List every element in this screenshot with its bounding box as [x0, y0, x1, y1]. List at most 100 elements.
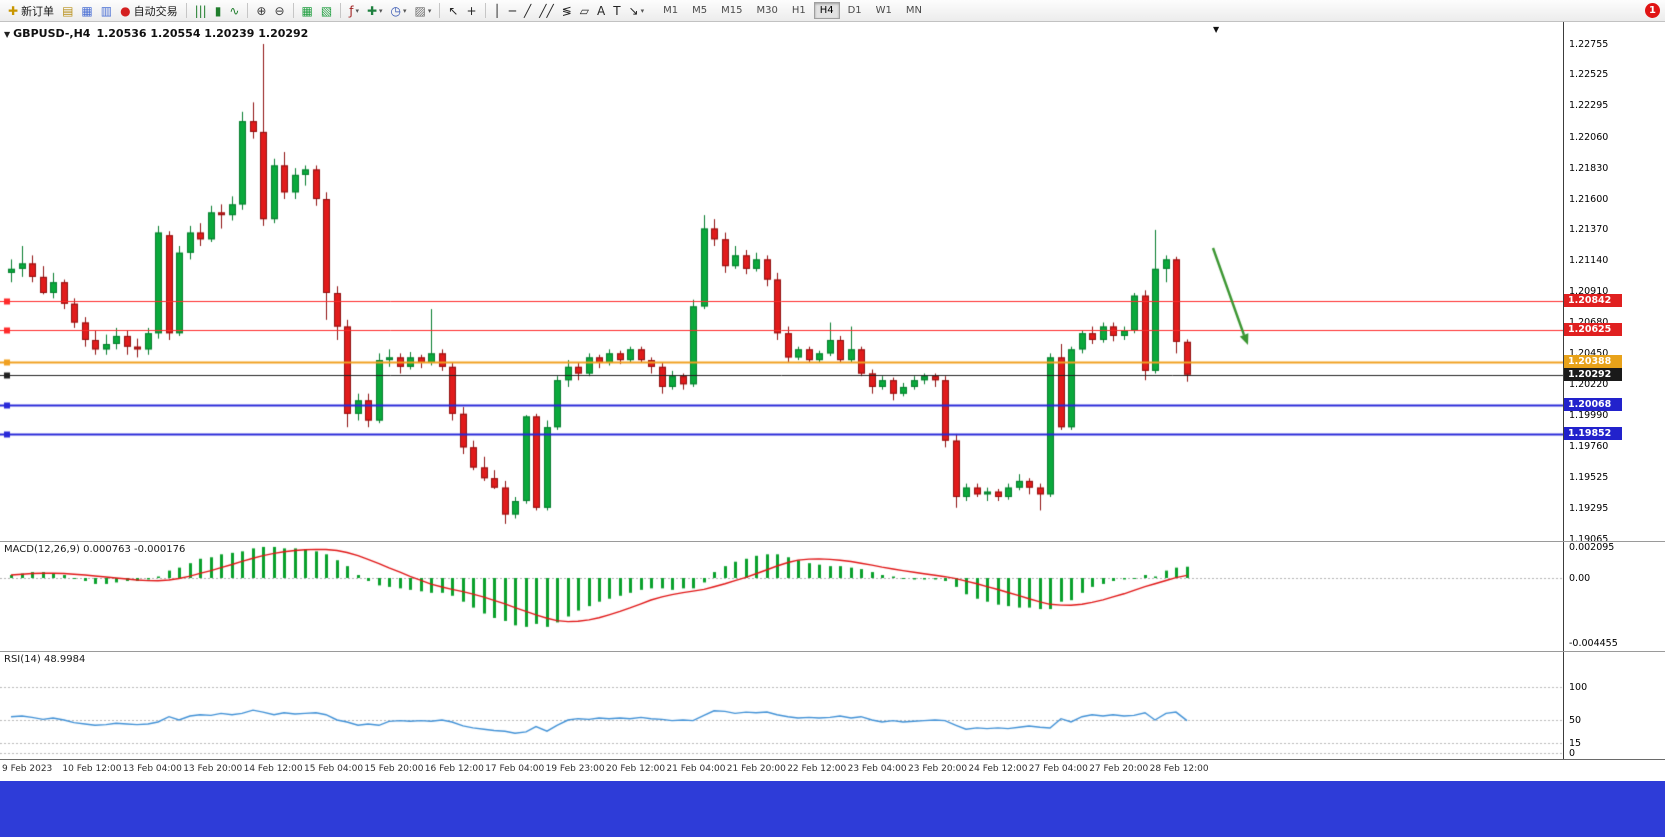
cursor-icon[interactable]: ↖ [445, 2, 461, 20]
time-axis-label: 14 Feb 12:00 [243, 764, 303, 774]
price-tag: 1.20292 [1564, 368, 1622, 382]
macd-panel: MACD(12,26,9) 0.000763 -0.000176 [0, 542, 1563, 651]
bar-chart-icon[interactable]: ||| [192, 2, 210, 20]
time-axis-label: 13 Feb 04:00 [122, 764, 182, 774]
chart-shift-marker-icon[interactable]: ▼ [1213, 25, 1220, 34]
timeframe-d1-button[interactable]: D1 [847, 5, 862, 16]
price-axis-label: 1.21600 [1569, 193, 1609, 205]
macd-canvas[interactable] [0, 542, 1563, 651]
caret-down-icon: ▾ [427, 6, 432, 15]
timeframe-mn-button[interactable]: MN [905, 5, 923, 16]
price-axis[interactable]: 1.22755 1.22525 1.22295 1.22060 1.21830 1.216… [1563, 22, 1665, 545]
line-chart-icon: ∿ [229, 3, 240, 18]
channel-icon[interactable]: ╱╱ [536, 2, 556, 20]
bottom-strip [0, 781, 1665, 837]
crosshair-icon: + [466, 3, 477, 18]
time-axis-label: 21 Feb 04:00 [666, 764, 726, 774]
tile-windows-icon[interactable]: ▦ [299, 2, 316, 20]
price-axis-label: 1.21370 [1569, 224, 1609, 236]
timeframe-w1-button[interactable]: W1 [875, 5, 892, 16]
price-axis-label: 1.20910 [1569, 286, 1609, 298]
time-axis-label: 9 Feb 2023 [2, 764, 53, 774]
period-icon[interactable]: ◷ ▾ [388, 2, 410, 20]
profiles-icon: ▦ [81, 3, 93, 18]
time-axis-label: 10 Feb 12:00 [62, 764, 122, 774]
chart-title: ▼ GBPUSD-,H4 1.20536 1.20554 1.20239 1.202… [4, 27, 308, 40]
price-tag: 1.20842 [1564, 294, 1622, 308]
fibonacci-icon[interactable]: ≶ [559, 2, 575, 20]
rsi-canvas[interactable] [0, 652, 1563, 759]
autotrading-button[interactable]: ● 自动交易 [117, 2, 180, 20]
time-axis-label: 20 Feb 12:00 [606, 764, 666, 774]
price-tag: 1.20625 [1564, 323, 1622, 337]
rsi-panel-row: RSI(14) 48.9984 100 50 15 0 [0, 651, 1665, 759]
zoom-out-icon[interactable]: ⊖ [271, 2, 287, 20]
new-order-button[interactable]: ✚ 新订单 [5, 2, 57, 20]
market-watch-icon[interactable]: ▥ [98, 2, 115, 20]
new-order-button-label: 新订单 [21, 4, 55, 18]
time-axis-label: 16 Feb 12:00 [424, 764, 484, 774]
add-indicator-icon[interactable]: ✚ ▾ [364, 2, 386, 20]
crosshair-icon[interactable]: + [463, 2, 479, 20]
price-axis-label: 1.20680 [1569, 317, 1608, 328]
candlestick-chart-icon: ▮ [214, 3, 222, 18]
price-axis-label: 1.22060 [1569, 131, 1609, 143]
cursor-icon: ↖ [448, 3, 459, 18]
bar-chart-icon: ||| [194, 3, 207, 18]
toolbar-separator [292, 3, 294, 18]
timeframe-m30-button[interactable]: M30 [756, 5, 778, 16]
timeframe-h4-button[interactable]: H4 [813, 2, 840, 19]
macd-label: MACD(12,26,9) 0.000763 -0.000176 [4, 544, 186, 555]
rsi-axis-label: 100 [1569, 681, 1588, 693]
rsi-axis-label: 15 [1569, 737, 1582, 749]
macd-panel-row: MACD(12,26,9) 0.000763 -0.000176 0.00209… [0, 541, 1665, 651]
trendline-icon[interactable]: ╱ [521, 2, 534, 20]
trendline-icon: ╱ [523, 3, 532, 18]
chart-symbol-label: GBPUSD-,H4 [13, 27, 91, 40]
profiles-icon[interactable]: ▦ [78, 2, 95, 20]
rsi-axis: 100 50 15 0 [1563, 652, 1665, 759]
horizontal-line-icon[interactable]: ─ [506, 2, 519, 20]
time-axis-label: 13 Feb 20:00 [183, 764, 243, 774]
time-axis-label: 15 Feb 20:00 [364, 764, 424, 774]
candlestick-chart-icon[interactable]: ▮ [212, 2, 225, 20]
notification-badge[interactable]: 1 [1645, 3, 1660, 18]
text-icon: A [596, 3, 606, 18]
time-axis-label: 28 Feb 12:00 [1149, 764, 1209, 774]
toolbar-separator [185, 3, 187, 18]
timeframe-h1-button[interactable]: H1 [791, 5, 806, 16]
shapes-icon[interactable]: ▱ [577, 2, 592, 20]
market-watch-icon: ▥ [100, 3, 113, 18]
macd-axis-label: -0.004455 [1569, 638, 1618, 650]
line-chart-icon[interactable]: ∿ [226, 2, 242, 20]
indicators-icon[interactable]: ƒ ▾ [346, 2, 362, 20]
zoom-in-icon: ⊕ [256, 3, 267, 18]
template-icon[interactable]: ▨ ▾ [412, 2, 435, 20]
timeframe-m1-button[interactable]: M1 [663, 5, 679, 16]
text-icon[interactable]: A [594, 2, 608, 20]
arrows-icon[interactable]: ↘ ▾ [626, 2, 648, 20]
time-axis-label: 27 Feb 04:00 [1028, 764, 1088, 774]
vertical-line-icon[interactable]: │ [491, 2, 504, 20]
rsi-label: RSI(14) 48.9984 [4, 654, 86, 665]
caret-down-icon: ▾ [355, 6, 359, 15]
time-axis-row[interactable]: 9 Feb 2023 10 Feb 12:00 13 Feb 04:00 13 Feb… [0, 759, 1665, 781]
new-chart-icon[interactable]: ▤ [59, 2, 76, 20]
add-indicator-icon: ✚ [366, 3, 378, 18]
new-order-icon: ✚ [8, 3, 19, 18]
timeframe-m15-button[interactable]: M15 [721, 5, 743, 16]
fibonacci-icon: ≶ [561, 3, 572, 18]
cascade-windows-icon[interactable]: ▧ [318, 2, 335, 20]
price-axis-label: 1.21830 [1569, 162, 1609, 174]
macd-axis-label: 0.002095 [1569, 541, 1615, 553]
chart-ohlc-values: 1.20536 1.20554 1.20239 1.20292 [96, 27, 309, 40]
zoom-in-icon[interactable]: ⊕ [253, 2, 269, 20]
time-axis-label: 15 Feb 04:00 [304, 764, 364, 774]
horizontal-line-icon: ─ [508, 3, 516, 18]
price-tag: 1.20068 [1564, 398, 1622, 412]
main-chart-canvas[interactable] [0, 22, 1563, 541]
price-axis-label: 1.19760 [1569, 440, 1609, 452]
time-axis-label: 23 Feb 20:00 [908, 764, 968, 774]
timeframe-m5-button[interactable]: M5 [692, 5, 708, 16]
label-icon[interactable]: T [610, 2, 623, 20]
